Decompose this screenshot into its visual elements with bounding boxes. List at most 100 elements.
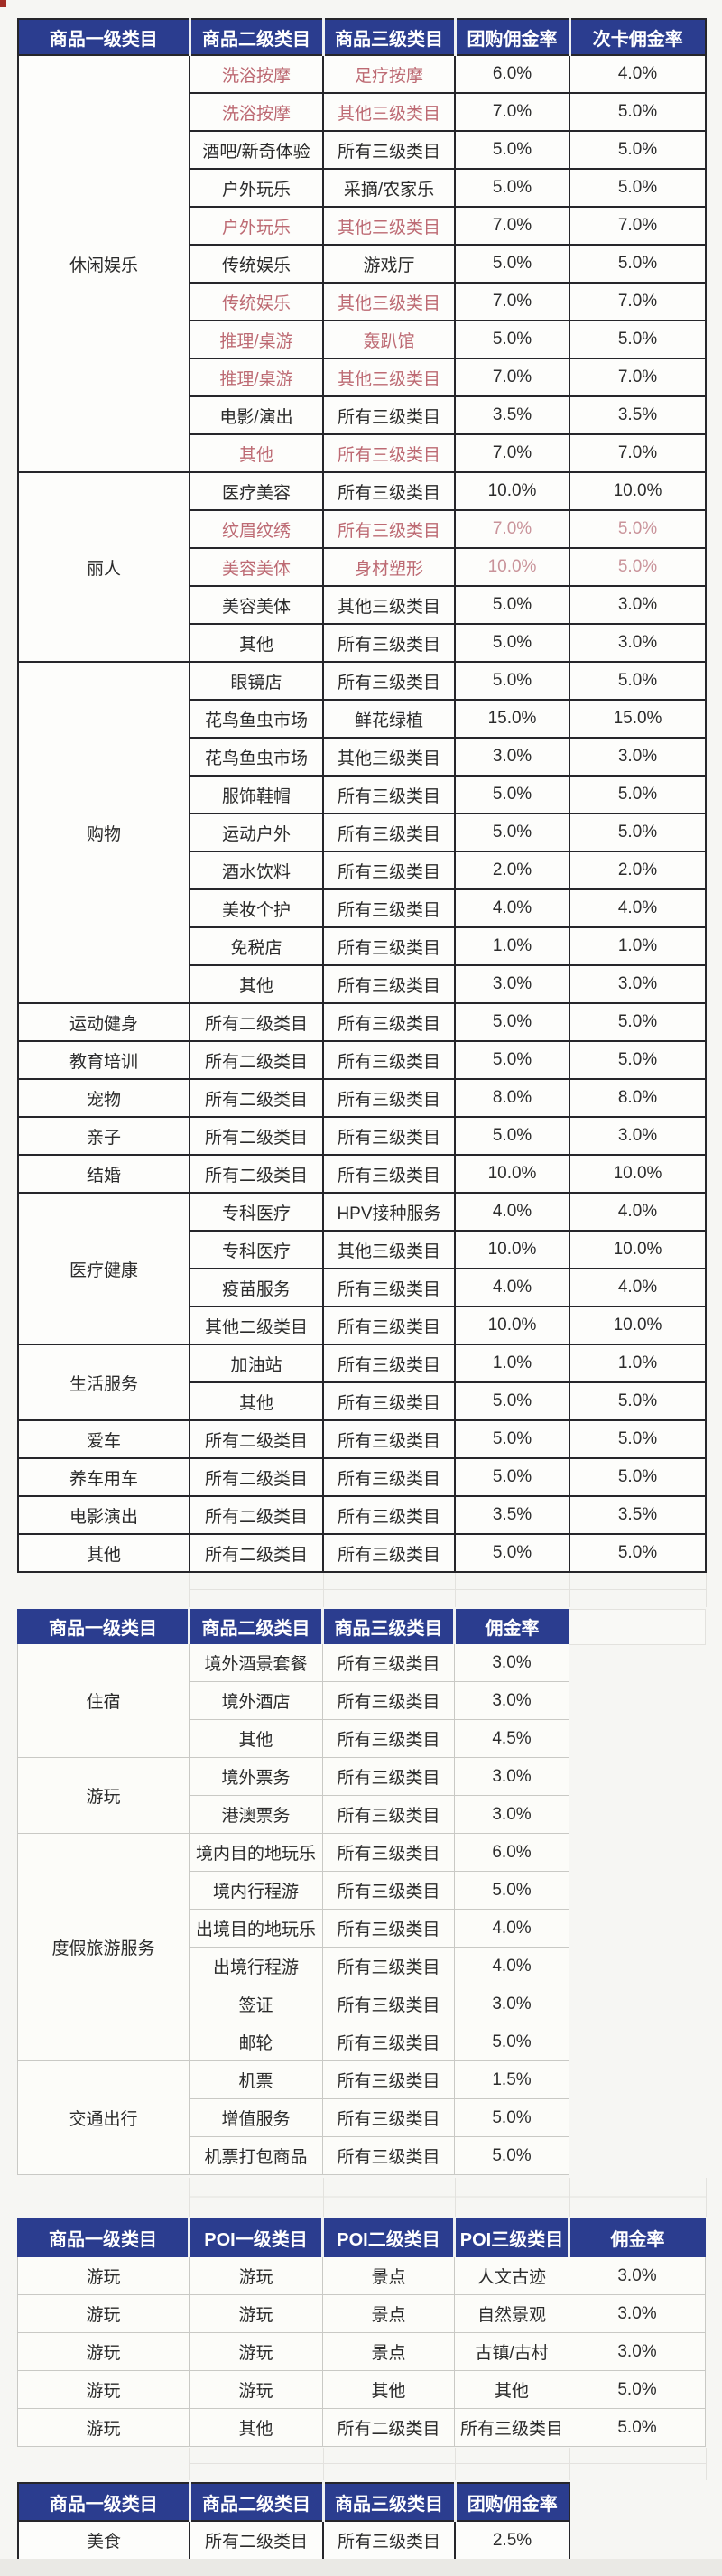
table-row: 境外酒店 所有三级类目 3.0% xyxy=(18,1681,569,1720)
category-cell: 宠物 xyxy=(17,1078,190,1118)
rate-cell: 5.0% xyxy=(454,1381,570,1421)
table-row: 纹眉纹绣 所有三级类目 7.0% 5.0% xyxy=(18,509,707,549)
rate-cell: 8.0% xyxy=(569,1078,707,1118)
rate-cell: 古镇/古村 xyxy=(454,2332,569,2371)
category-cell: 其他 xyxy=(17,1533,190,1573)
rate-cell: 10.0% xyxy=(454,547,570,587)
table-row: 花鸟鱼虫市场 其他三级类目 3.0% 3.0% xyxy=(18,737,707,777)
rate-cell: 7.0% xyxy=(454,358,570,397)
table-row: 亲子 所有二级类目 所有三级类目 5.0% 3.0% xyxy=(17,1116,707,1156)
cell: 其他三级类目 xyxy=(322,1230,456,1269)
column-header: 团购佣金率 xyxy=(453,2482,570,2522)
rate-cell: 其他 xyxy=(454,2370,569,2409)
rate-cell: 5.0% xyxy=(454,813,570,852)
rate-cell: 5.0% xyxy=(569,168,707,208)
rate-cell: 5.0% xyxy=(454,244,570,284)
cell: 所有三级类目 xyxy=(322,1909,455,1948)
table-row: 运动健身 所有二级类目 所有三级类目 5.0% 5.0% xyxy=(17,1002,707,1042)
column-header: 商品一级类目 xyxy=(17,2482,190,2522)
category-cell: 游玩 xyxy=(17,1757,190,1834)
table-row: 港澳票务 所有三级类目 3.0% xyxy=(18,1795,569,1834)
rate-cell: 5.0% xyxy=(569,661,707,701)
rate-cell: 1.0% xyxy=(569,926,707,966)
column-header: 商品二级类目 xyxy=(188,1609,323,1644)
cell: 所有三级类目 xyxy=(322,509,456,549)
cell: 出境目的地玩乐 xyxy=(189,1909,323,1948)
cell: 所有二级类目 xyxy=(189,2520,324,2561)
rate-cell: 5.0% xyxy=(454,1457,570,1497)
rate-cell: 3.0% xyxy=(454,964,570,1004)
cell: 境外酒店 xyxy=(189,1681,323,1720)
header-row: 商品一级类目 商品二级类目 商品三级类目 团购佣金率 xyxy=(17,2482,570,2522)
category-cell: 运动健身 xyxy=(17,1002,190,1042)
table-row: 推理/桌游 其他三级类目 7.0% 7.0% xyxy=(18,358,707,397)
rate-cell: 7.0% xyxy=(569,358,707,397)
rate-cell: 5.0% xyxy=(569,244,707,284)
cell: 机票 xyxy=(189,2060,323,2099)
cell: 所有三级类目 xyxy=(322,1795,455,1834)
table-row: 丽人 医疗美容 所有三级类目 10.0% 10.0% xyxy=(17,471,707,663)
cell: 境外票务 xyxy=(189,1757,323,1796)
rate-cell: 3.0% xyxy=(569,585,707,625)
cell: 其他 xyxy=(189,1381,324,1421)
cell: 所有三级类目 xyxy=(322,1681,455,1720)
cell: 所有三级类目 xyxy=(322,1268,456,1307)
table-row: 结婚 所有二级类目 所有三级类目 10.0% 10.0% xyxy=(17,1154,707,1194)
rate-cell: 1.0% xyxy=(454,1344,570,1383)
column-header: 商品二级类目 xyxy=(188,18,324,56)
column-header: 商品一级类目 xyxy=(17,2218,190,2257)
column-header: 团购佣金率 xyxy=(453,18,570,56)
cell: 所有二级类目 xyxy=(189,1495,324,1535)
table-row: 酒水饮料 所有三级类目 2.0% 2.0% xyxy=(18,851,707,890)
cell: 所有三级类目 xyxy=(322,433,456,473)
rate-cell: 4.0% xyxy=(454,888,570,928)
table-row: 其他 所有三级类目 5.0% 5.0% xyxy=(18,1381,707,1421)
rate-cell: 4.0% xyxy=(569,888,707,928)
table-row: 游玩 其他 所有二级类目 所有三级类目 5.0% xyxy=(17,2408,706,2447)
cell: 所有二级类目 xyxy=(189,1457,324,1497)
cell: 眼镜店 xyxy=(189,661,324,701)
cell: 其他三级类目 xyxy=(322,737,456,777)
table-product-commission-rates: 商品一级类目 商品二级类目 商品三级类目 团购佣金率 次卡佣金率 休闲娱乐 洗浴按摩 足疗按摩… xyxy=(17,18,707,1573)
rate-cell: 5.0% xyxy=(454,130,570,170)
rate-cell: 5.0% xyxy=(569,1002,707,1042)
rate-cell: 7.0% xyxy=(454,282,570,321)
cell: 游玩 xyxy=(189,2332,323,2371)
cell: 电影/演出 xyxy=(189,395,324,435)
rate-cell: 5.0% xyxy=(454,1533,570,1573)
cell: 邮轮 xyxy=(189,2023,323,2061)
rate-cell: 自然景观 xyxy=(454,2294,569,2333)
cell: 所有三级类目 xyxy=(322,1154,456,1194)
cell: 洗浴按摩 xyxy=(189,92,324,132)
cell: 服饰鞋帽 xyxy=(189,775,324,814)
rate-cell: 3.5% xyxy=(454,395,570,435)
cell: 所有三级类目 xyxy=(322,1495,456,1535)
cell: 景点 xyxy=(322,2332,455,2371)
cell: 户外玩乐 xyxy=(189,168,324,208)
category-cell: 度假旅游服务 xyxy=(17,1833,190,2061)
rate-cell: 3.0% xyxy=(569,964,707,1004)
table-row: 爱车 所有二级类目 所有三级类目 5.0% 5.0% xyxy=(17,1419,707,1459)
column-header: POI一级类目 xyxy=(188,2218,323,2257)
category-cell: 爱车 xyxy=(17,1419,190,1459)
cell: 其他 xyxy=(189,2408,323,2447)
cell: 港澳票务 xyxy=(189,1795,323,1834)
cell: 所有二级类目 xyxy=(189,1154,324,1194)
cell: 其他二级类目 xyxy=(189,1306,324,1345)
category-cell: 游玩 xyxy=(17,2370,190,2409)
cell: 景点 xyxy=(322,2256,455,2295)
table-food-commission-rate: 商品一级类目 商品二级类目 商品三级类目 团购佣金率 美食 所有二级类目 所有三级类目 2.5… xyxy=(17,2482,570,2561)
table-row: 教育培训 所有二级类目 所有三级类目 5.0% 5.0% xyxy=(17,1040,707,1080)
cell: 所有二级类目 xyxy=(189,1116,324,1156)
rate-cell: 5.0% xyxy=(569,1419,707,1459)
cell: 所有二级类目 xyxy=(189,1002,324,1042)
cell: 境外酒景套餐 xyxy=(189,1643,323,1682)
table-row: 美容美体 其他三级类目 5.0% 3.0% xyxy=(18,585,707,625)
cell: 其他 xyxy=(189,433,324,473)
cell: 所有三级类目 xyxy=(322,1419,456,1459)
cell: 所有三级类目 xyxy=(322,1306,456,1345)
header-row: 商品一级类目 商品二级类目 商品三级类目 佣金率 xyxy=(17,1609,569,1644)
table-row: 游玩 游玩 景点 人文古迹 3.0% xyxy=(17,2256,706,2295)
category-cell: 游玩 xyxy=(17,2294,190,2333)
cell: 其他三级类目 xyxy=(322,282,456,321)
